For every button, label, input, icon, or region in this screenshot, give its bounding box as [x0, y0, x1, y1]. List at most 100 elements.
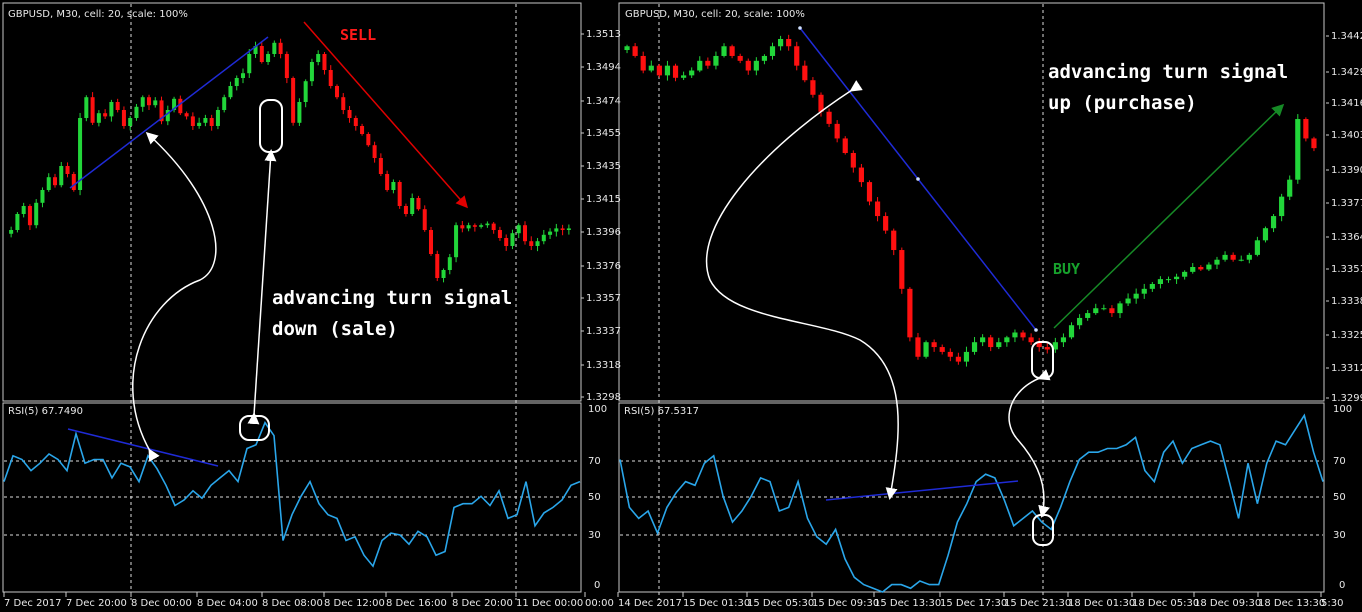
candle	[15, 212, 20, 233]
candle	[980, 334, 986, 347]
candle	[522, 221, 528, 245]
rsi-line	[3, 421, 581, 568]
rsi-line	[619, 413, 1324, 593]
candle	[1214, 256, 1220, 270]
price-tick-label: 1.34420	[1331, 31, 1362, 42]
candle	[403, 203, 408, 217]
candle	[40, 187, 45, 208]
right-curved-arrow-1	[705, 80, 899, 500]
left-sell-arrow	[303, 21, 468, 209]
candle	[165, 105, 170, 126]
candle	[435, 250, 440, 282]
time-tick-label: 15 Dec 05:30	[747, 598, 814, 609]
candle	[761, 54, 768, 65]
candle	[334, 84, 340, 100]
price-tick-label: 1.33120	[1331, 363, 1362, 374]
candle	[146, 94, 152, 111]
time-tick-label: 11 Dec 00:00	[516, 598, 583, 609]
right-curved-arrow-2	[1008, 369, 1051, 518]
candle	[497, 226, 502, 241]
candle	[472, 223, 477, 232]
candle	[1238, 255, 1244, 262]
rsi-tick-label: 50	[1333, 492, 1346, 503]
candle	[353, 115, 358, 131]
candle	[510, 229, 515, 250]
candle	[228, 81, 233, 100]
rsi-tick-label: 30	[1333, 530, 1346, 541]
left-rsi-axis: 100 70 50 30 0	[588, 404, 607, 591]
rsi-tick-label: 30	[588, 530, 601, 541]
right-price-pane	[618, 2, 1325, 402]
price-tick-label: 1.34030	[1331, 130, 1362, 141]
price-tick-label: 1.3435	[586, 161, 621, 172]
candle	[397, 180, 402, 209]
candle	[1279, 193, 1285, 222]
right-buy-label: BUY	[1053, 260, 1080, 278]
candle	[222, 94, 227, 113]
candle	[21, 202, 26, 218]
candle	[27, 204, 32, 231]
right-buy-arrow	[1053, 103, 1285, 329]
right-annotation-line-1: advancing turn signal	[1048, 61, 1288, 83]
time-tick-label: 00:00	[585, 598, 614, 609]
rsi-tick-label: 0	[594, 580, 600, 591]
price-tick-label: 1.32990	[1331, 393, 1362, 404]
price-tick-label: 1.33900	[1331, 165, 1362, 176]
candle	[737, 53, 743, 64]
price-tick-label: 1.3357	[586, 293, 621, 304]
candle	[203, 114, 208, 127]
left-time-axis: 7 Dec 2017 7 Dec 20:00 8 Dec 00:00 8 Dec 04…	[3, 592, 614, 609]
candle	[705, 57, 711, 69]
candle	[422, 205, 427, 232]
time-tick-label: 18 Dec 05:30	[1132, 598, 1199, 609]
candle	[360, 123, 365, 136]
candle	[729, 44, 735, 59]
candle	[794, 41, 800, 71]
left-sell-label: SELL	[340, 26, 376, 44]
candle	[460, 221, 465, 233]
candle	[215, 106, 220, 130]
candle	[1206, 262, 1212, 272]
candle	[1287, 175, 1293, 201]
candle	[1295, 114, 1301, 184]
candle	[1311, 136, 1317, 152]
candle	[915, 332, 921, 360]
candle	[90, 92, 95, 126]
candle	[826, 108, 832, 128]
left-rsi-highlight	[239, 415, 270, 441]
candle	[1085, 309, 1091, 321]
price-tick-label: 1.33250	[1331, 330, 1362, 341]
rsi-tick-label: 70	[588, 456, 601, 467]
candle	[548, 228, 553, 239]
candle	[1077, 314, 1083, 330]
candle	[309, 58, 314, 86]
candle	[842, 136, 848, 155]
price-tick-label: 1.3415	[586, 194, 621, 205]
candle	[134, 103, 139, 121]
candle	[96, 110, 101, 127]
left-price-axis: 1.3513 1.3494 1.3474 1.3455 1.3435 1.3415 1.33…	[581, 29, 621, 403]
candle	[341, 93, 346, 115]
candle	[834, 120, 840, 143]
candle	[640, 51, 646, 74]
price-tick-label: 1.3513	[586, 29, 621, 40]
candle	[84, 95, 89, 122]
price-tick-label: 1.3298	[586, 392, 621, 403]
candle	[1068, 322, 1075, 340]
price-tick-label: 1.34290	[1331, 67, 1362, 78]
candle	[491, 221, 496, 234]
candle	[1190, 263, 1196, 274]
candle	[802, 60, 808, 83]
candle	[1109, 305, 1115, 317]
candle	[810, 77, 816, 98]
candle	[1028, 333, 1034, 345]
candle	[447, 253, 452, 275]
right-trendline-point-3	[1034, 328, 1038, 332]
price-tick-label: 1.3396	[586, 227, 621, 238]
candle	[681, 71, 687, 81]
candle	[259, 42, 264, 64]
right-rsi-label: RSI(5) 67.5317	[624, 406, 699, 417]
candle	[554, 223, 559, 237]
